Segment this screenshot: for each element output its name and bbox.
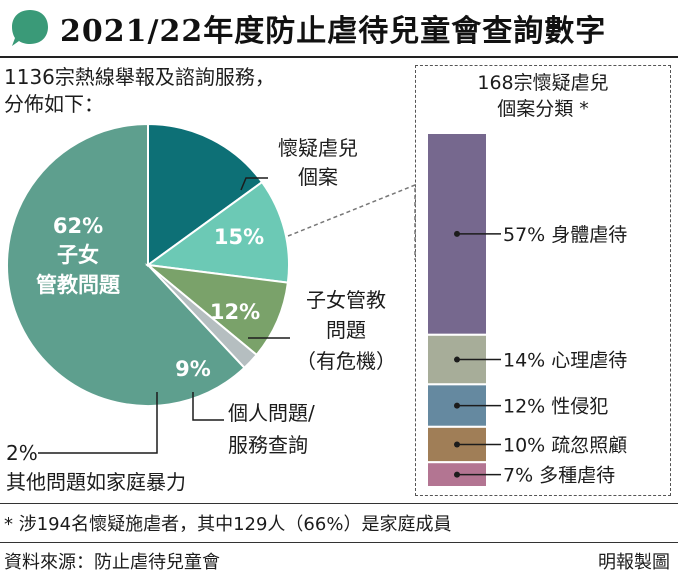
callout-children-crisis-line3: （有危機） <box>296 349 396 373</box>
callout-children-crisis-line2: 問題 <box>326 318 366 342</box>
breakdown-panel-title: 168宗懷疑虐兒 個案分類 * <box>415 70 671 122</box>
callout-domestic-pct: 2% <box>6 441 38 465</box>
leader-suspected-abuse <box>240 177 268 191</box>
bar-label-2: 12% 性侵犯 <box>503 396 608 418</box>
leader-personal-services <box>192 392 224 421</box>
callout-personal-services-line2: 服務查詢 <box>228 433 308 457</box>
bar-label-3: 10% 疏忽照顧 <box>503 435 627 457</box>
breakdown-title-line-2: 個案分類 * <box>497 98 589 120</box>
connector-dashed <box>287 183 416 260</box>
pie-label-children-crisis-pct: 12% <box>210 300 260 324</box>
data-source: 資料來源：防止虐待兒童會 <box>4 552 220 573</box>
title-bar: 2021/22年度防止虐待兒童會查詢數字 <box>0 0 678 58</box>
pie-slice-children-issues <box>6 122 246 407</box>
pie-label-children-issues-pct: 62% <box>53 214 103 238</box>
callout-suspected-abuse-line2: 個案 <box>298 165 338 189</box>
bar-label-4: 7% 多種虐待 <box>503 465 615 487</box>
callout-personal-services-line1: 個人問題/ <box>228 401 315 425</box>
pie-label-children-issues-line2: 管教問題 <box>36 273 121 297</box>
pie-label-personal-services-pct: 9% <box>175 357 211 381</box>
pie-label-suspected-abuse-pct: 15% <box>214 225 264 249</box>
footnote: * 涉194名懷疑施虐者，其中129人（66%）是家庭成員 <box>4 514 452 535</box>
callout-domestic-label: 其他問題如家庭暴力 <box>6 470 186 494</box>
footer-divider-top <box>0 503 678 504</box>
pie-slice-personal-services <box>144 263 290 357</box>
bar-label-0: 57% 身體虐待 <box>503 224 627 246</box>
callout-suspected-abuse-line1: 懷疑虐兒 <box>278 136 358 160</box>
pie-label-children-issues-line1: 子女 <box>57 243 99 267</box>
page-title: 2021/22年度防止虐待兒童會查詢數字 <box>60 14 607 49</box>
bar-label-1: 14% 心理虐待 <box>503 350 627 372</box>
credit: 明報製圖 <box>598 552 670 573</box>
intro-line-1: 1136宗熱線舉報及諮詢服務， <box>4 65 275 89</box>
intro-text: 1136宗熱線舉報及諮詢服務， 分佈如下： <box>4 64 275 118</box>
pie-slice-suspected-abuse <box>147 122 264 267</box>
intro-line-2: 分佈如下： <box>4 92 104 116</box>
footer-divider-bottom <box>0 542 678 543</box>
speech-bubble-icon <box>12 10 48 46</box>
pie-slice-children-crisis <box>145 180 290 284</box>
leader-domestic-violence <box>38 392 158 454</box>
breakdown-title-line-1: 168宗懷疑虐兒 <box>477 72 609 94</box>
pie-slice-domestic-violence <box>147 264 259 370</box>
breakdown-panel <box>415 65 671 496</box>
callout-children-crisis-line1: 子女管教 <box>306 288 386 312</box>
chart-canvas: 62%子女管教問題15%12%9%懷疑虐兒個案子女管教問題（有危機）個人問題/服… <box>6 122 627 494</box>
